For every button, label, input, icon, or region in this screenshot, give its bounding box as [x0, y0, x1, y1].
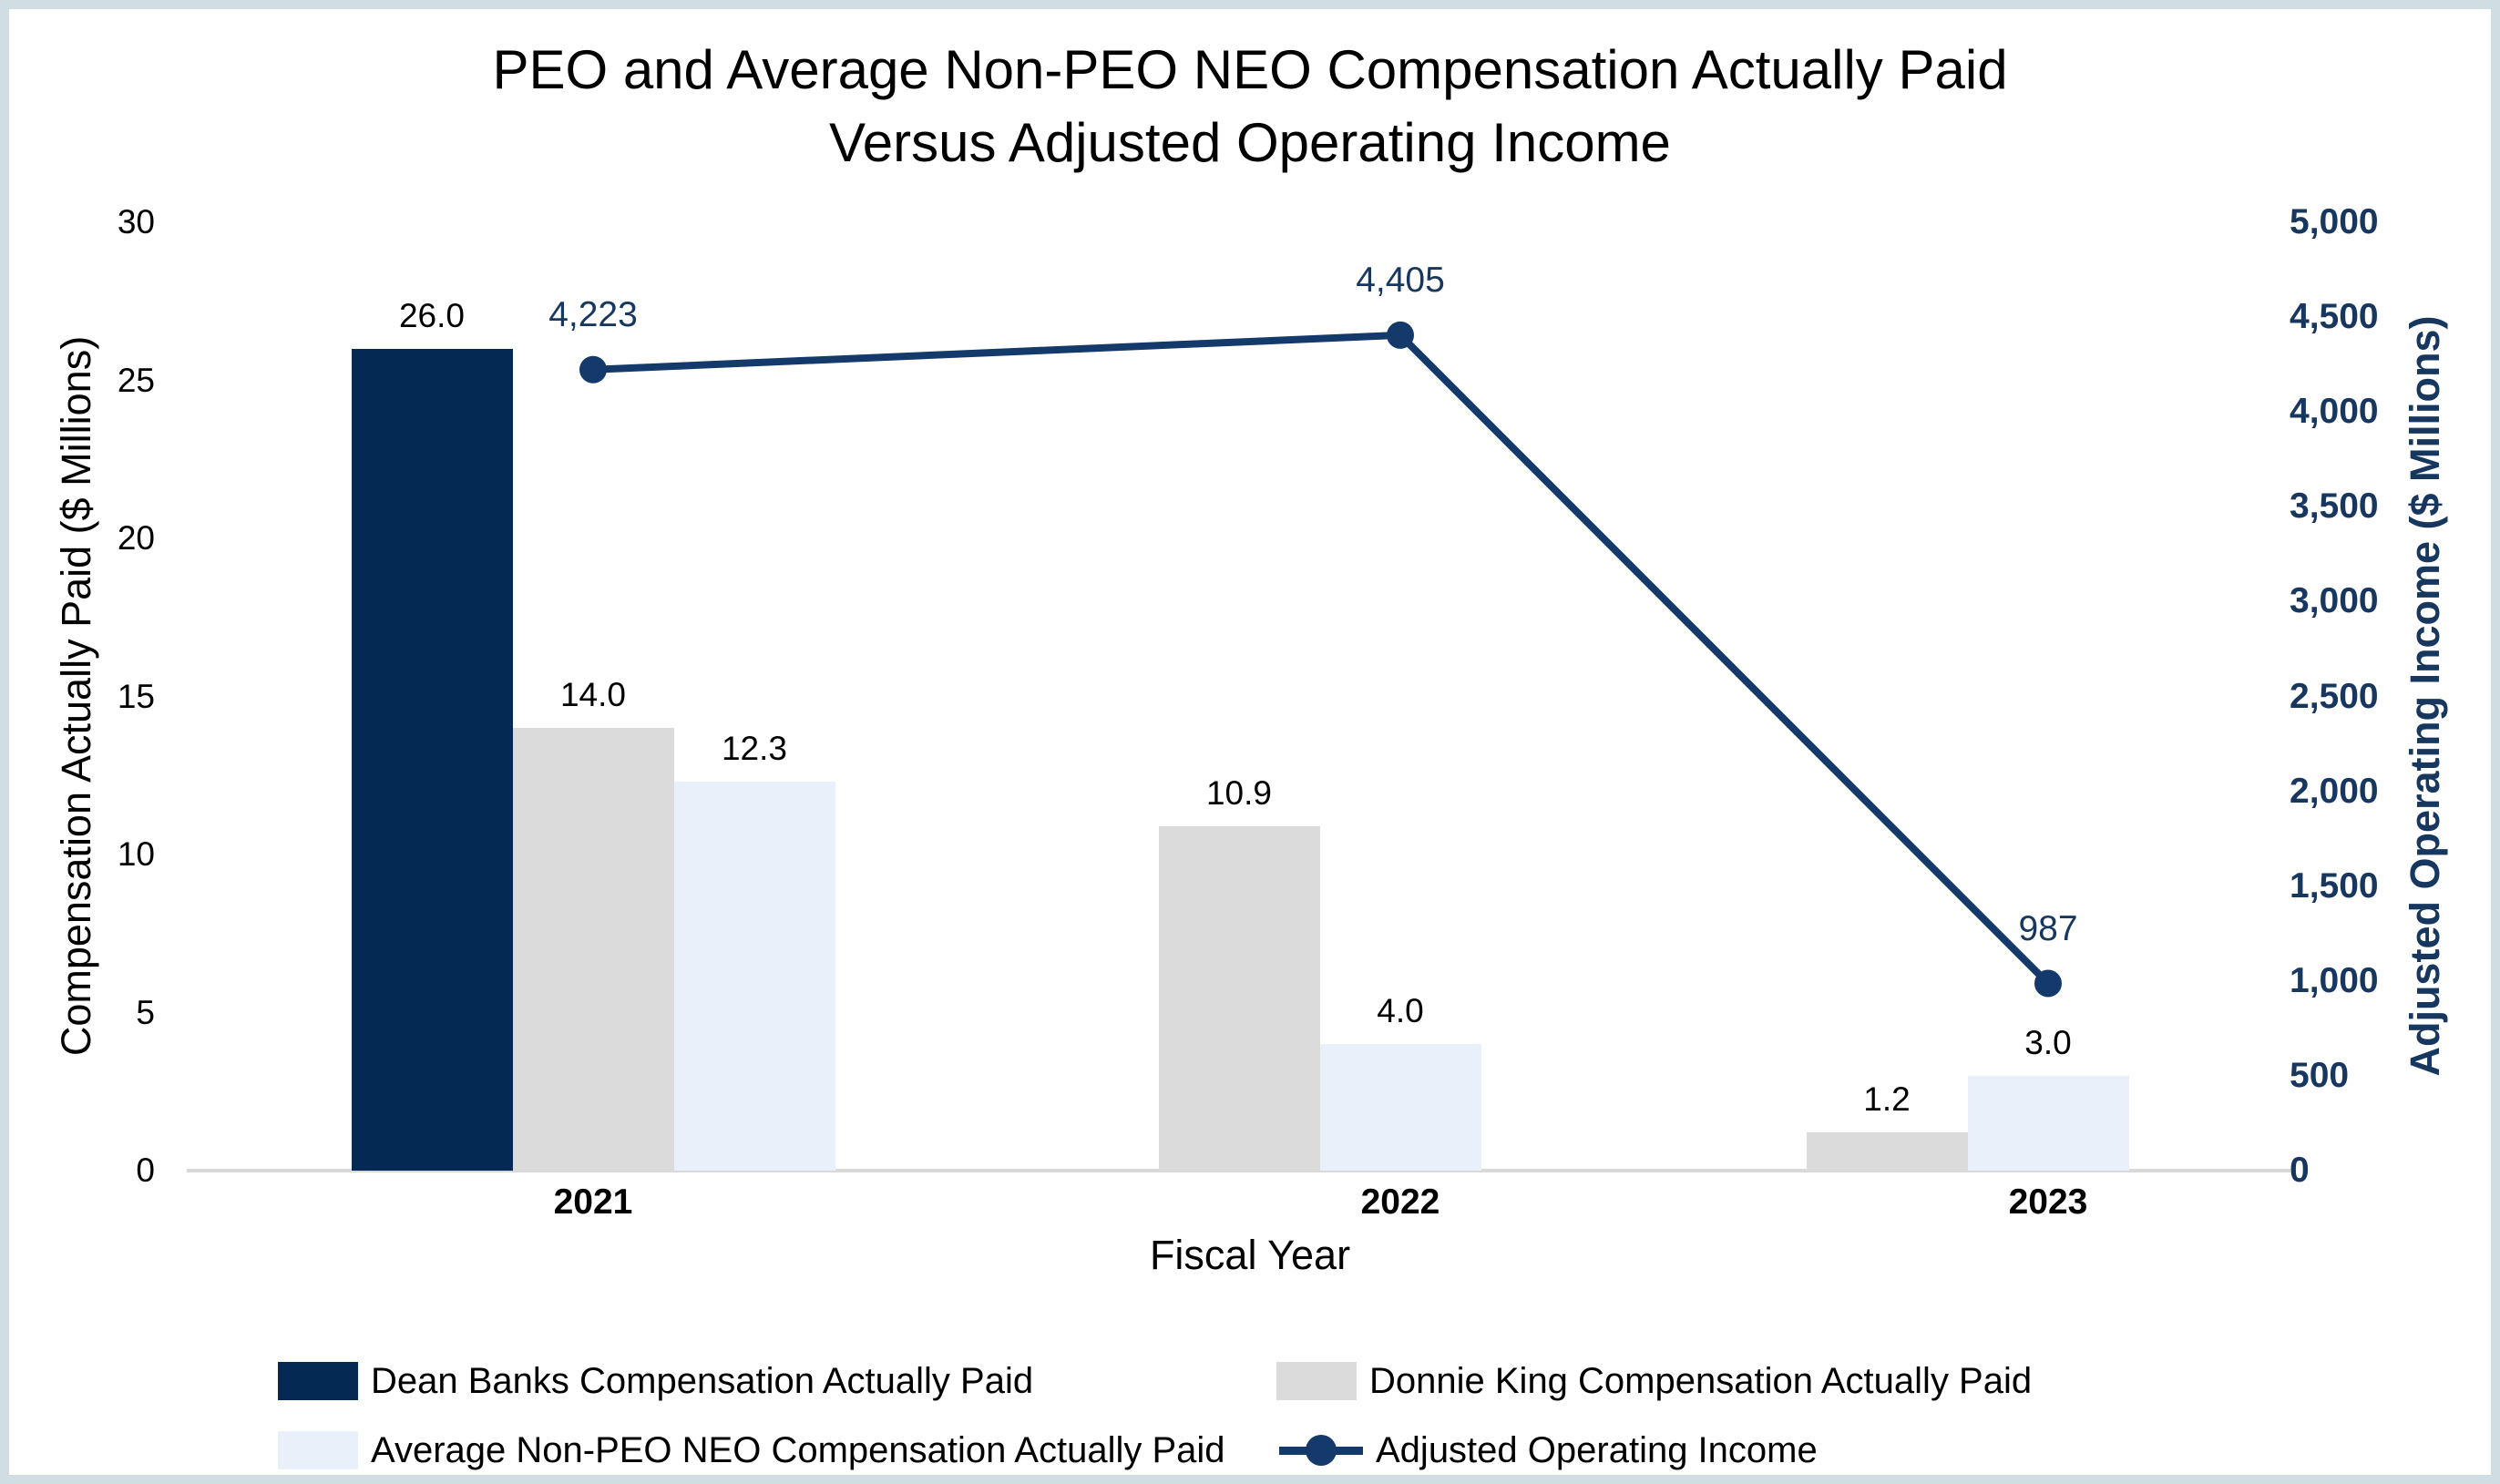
bar-average-non-2023 — [1967, 1075, 2129, 1171]
chart-title-line-1: PEO and Average Non-PEO NEO Compensation… — [492, 39, 2008, 100]
x-axis-baseline — [187, 1169, 2290, 1172]
left-axis-tick-20: 20 — [117, 519, 155, 557]
right-axis-tick-4500: 4,500 — [2290, 297, 2379, 337]
legend-swatch-donnie-king — [1276, 1362, 1357, 1400]
legend-label-dean-banks: Dean Banks Compensation Actually Paid — [371, 1360, 1034, 1401]
right-axis-tick-1000: 1,000 — [2290, 960, 2379, 1000]
x-axis-label-2022: 2022 — [1360, 1182, 1440, 1222]
line-value-label-2022: 4,405 — [1356, 260, 1445, 300]
legend-label-donnie-king: Donnie King Compensation Actually Paid — [1369, 1360, 2033, 1401]
line-point-2023 — [2034, 969, 2062, 998]
right-axis-tick-3000: 3,000 — [2290, 581, 2379, 621]
right-axis-tick-2500: 2,500 — [2290, 676, 2379, 716]
bar-donnie-king-2023 — [1806, 1132, 1968, 1171]
legend-swatch-avg-non-peo-neo — [278, 1431, 358, 1469]
bar-dean-banks-2021 — [351, 348, 513, 1171]
legend-item-avg-non-peo-neo: Average Non-PEO NEO Compensation Actuall… — [278, 1430, 1225, 1470]
bar-average-non-2022 — [1319, 1044, 1481, 1171]
left-axis-tick-30: 30 — [117, 203, 155, 241]
bar-value-label-average-non-2023: 3.0 — [2024, 1023, 2072, 1061]
line-value-label-2023: 987 — [2018, 908, 2078, 948]
bar-donnie-king-2022 — [1158, 825, 1320, 1171]
left-axis-tick-5: 5 — [136, 993, 155, 1031]
left-axis-tick-15: 15 — [117, 677, 155, 715]
right-axis-tick-3500: 3,500 — [2290, 486, 2379, 527]
legend-label-adjusted-operating-income: Adjusted Operating Income — [1376, 1429, 1818, 1470]
bar-value-label-donnie-king-2021: 14.0 — [559, 676, 626, 714]
right-axis-tick-5000: 5,000 — [2290, 202, 2379, 241]
right-axis-tick-0: 0 — [2290, 1151, 2310, 1190]
left-axis-tick-0: 0 — [136, 1151, 155, 1189]
left-axis-tick-25: 25 — [117, 361, 155, 399]
legend-label-avg-non-peo-neo: Average Non-PEO NEO Compensation Actuall… — [371, 1429, 1225, 1470]
legend-item-donnie-king: Donnie King Compensation Actually Paid — [1276, 1361, 2032, 1401]
x-axis-title: Fiscal Year — [1149, 1232, 1351, 1278]
chart-title-line-2: Versus Adjusted Operating Income — [829, 112, 1671, 173]
line-point-2022 — [1387, 321, 1414, 349]
line-value-label-2021: 4,223 — [548, 294, 638, 334]
right-axis-tick-500: 500 — [2290, 1055, 2350, 1095]
bar-value-label-donnie-king-2022: 10.9 — [1205, 773, 1272, 812]
bar-value-label-donnie-king-2023: 1.2 — [1863, 1080, 1911, 1119]
bar-value-label-dean-banks-2021: 26.0 — [398, 296, 465, 334]
x-axis-label-2023: 2023 — [2008, 1182, 2088, 1222]
right-axis-tick-2000: 2,000 — [2290, 771, 2379, 811]
legend-line-marker-icon — [1279, 1431, 1363, 1469]
left-axis-tick-10: 10 — [117, 835, 155, 873]
bar-value-label-average-non-2021: 12.3 — [721, 730, 787, 768]
bar-donnie-king-2021 — [512, 728, 674, 1171]
bar-value-label-average-non-2022: 4.0 — [1377, 992, 1424, 1030]
bar-average-non-2021 — [673, 782, 835, 1171]
legend-swatch-dean-banks — [278, 1362, 358, 1400]
legend-item-adjusted-operating-income: Adjusted Operating Income — [1279, 1430, 1818, 1470]
x-axis-label-2021: 2021 — [553, 1182, 633, 1222]
right-axis-tick-4000: 4,000 — [2290, 392, 2379, 432]
right-axis-tick-1500: 1,500 — [2290, 865, 2379, 906]
line-point-2021 — [579, 355, 607, 384]
adjusted-operating-income-line — [589, 331, 2052, 988]
legend-item-dean-banks: Dean Banks Compensation Actually Paid — [278, 1361, 1033, 1401]
